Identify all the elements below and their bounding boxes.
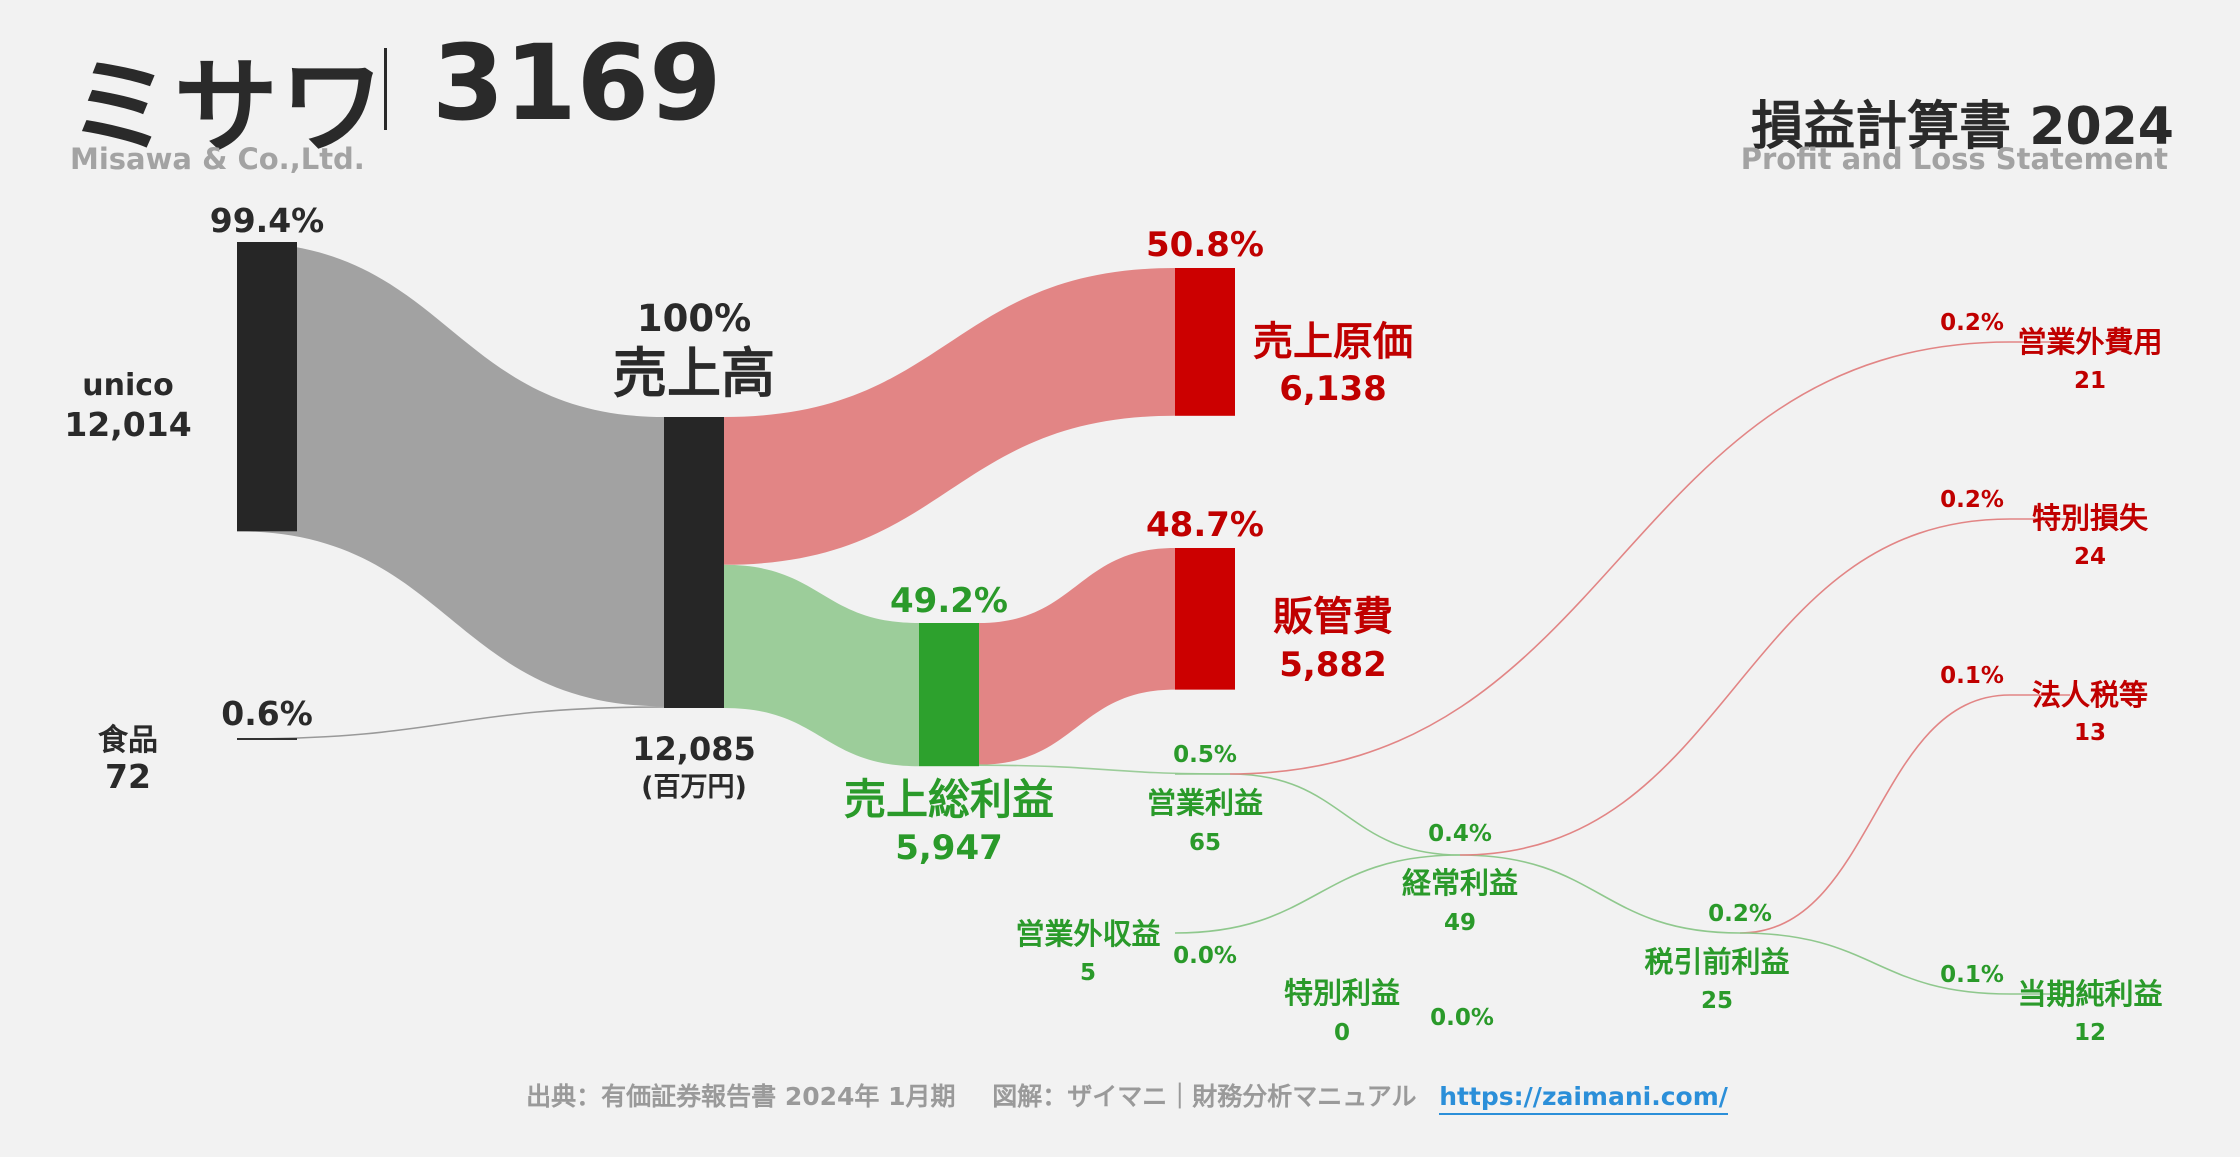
pct-revenue: 100% [637,297,751,340]
value-ext-loss: 24 [2074,544,2106,570]
value-revenue: 12,085 [632,730,755,768]
report-title-en: Profit and Loss Statement [1740,142,2168,176]
value-ordinary: 49 [1444,910,1476,936]
label-unico: unico [82,368,173,403]
value-gross: 5,947 [895,828,1003,868]
unit-label: (百万円) [641,772,747,803]
flow-net [1739,932,2011,995]
pct-food: 0.6% [221,694,313,733]
pct-nonop-inc: 0.0% [1173,943,1237,969]
label-gross: 売上総利益 [844,775,1054,824]
label-cogs: 売上原価 [1253,319,1413,365]
label-ordinary: 経常利益 [1402,866,1518,900]
pct-ext-gain: 0.0% [1430,1005,1494,1031]
footer: 出典：有価証券報告書 2024年 1月期 図解：ザイマニ｜財務分析マニュアル h… [0,1077,2240,1115]
pct-ordinary: 0.4% [1428,821,1492,847]
label-sga: 販管費 [1273,594,1393,640]
label-ext-loss: 特別損失 [2032,501,2149,535]
pct-op: 0.5% [1173,742,1237,768]
pct-cogs: 50.8% [1146,225,1264,265]
flow-ext-loss [1459,518,2011,856]
label-pretax: 税引前利益 [1644,945,1789,979]
pct-net: 0.1% [1940,962,2004,988]
value-nonop-inc: 5 [1080,960,1096,986]
label-nonop-inc: 営業外収益 [1015,917,1160,951]
pct-tax: 0.1% [1940,663,2004,689]
value-net: 12 [2074,1020,2106,1046]
flow-gross [724,564,919,767]
flow-food [236,706,665,740]
value-op: 65 [1189,830,1221,856]
value-food: 72 [105,757,151,796]
bar-gross [919,623,979,767]
pct-unico: 99.4% [210,201,325,240]
label-net: 当期純利益 [2017,977,2162,1011]
pct-nonop-exp: 0.2% [1940,310,2004,336]
pct-sga: 48.7% [1146,505,1264,545]
report-title: 損益計算書 2024 [1751,97,2174,157]
flow-nonop-inc [1174,854,1461,934]
label-nonop-exp: 営業外費用 [2017,325,2162,359]
label-revenue: 売上高 [613,342,775,405]
label-ext-gain: 特別利益 [1284,976,1400,1010]
value-unico: 12,014 [64,405,191,444]
value-nonop-exp: 21 [2074,368,2106,394]
value-ext-gain: 0 [1334,1020,1350,1046]
flow-op-ordinary [1229,773,1461,856]
footer-link[interactable]: https://zaimani.com/ [1439,1082,1728,1115]
footer-source: 出典：有価証券報告書 2024年 1月期 [526,1082,956,1111]
title-divider [384,48,387,130]
pct-gross: 49.2% [890,581,1008,621]
bar-sga [1175,548,1235,690]
label-tax: 法人税等 [2032,678,2148,712]
label-food: 食品 [98,723,158,758]
footer-credit: 図解：ザイマニ｜財務分析マニュアル [992,1082,1417,1111]
flow-unico [237,242,664,707]
bar-cogs [1175,268,1235,416]
flow-nonop-exp [1229,341,2011,775]
label-op: 営業利益 [1147,786,1263,820]
company-name: ミサワ [68,46,387,168]
company-name-en: Misawa & Co.,Ltd. [70,142,365,176]
flow-ordinary-pretax [1459,854,1741,934]
bar-revenue [664,417,724,708]
flow-cogs [724,268,1175,565]
pct-ext-loss: 0.2% [1940,487,2004,513]
bar-unico [237,242,297,532]
value-pretax: 25 [1701,988,1733,1014]
flow-sga [979,548,1175,765]
pct-pretax: 0.2% [1708,901,1772,927]
value-tax: 13 [2074,720,2106,746]
value-cogs: 6,138 [1279,369,1387,409]
value-sga: 5,882 [1279,645,1387,685]
company-code: 3169 [432,22,722,144]
flow-tax [1739,694,2011,934]
